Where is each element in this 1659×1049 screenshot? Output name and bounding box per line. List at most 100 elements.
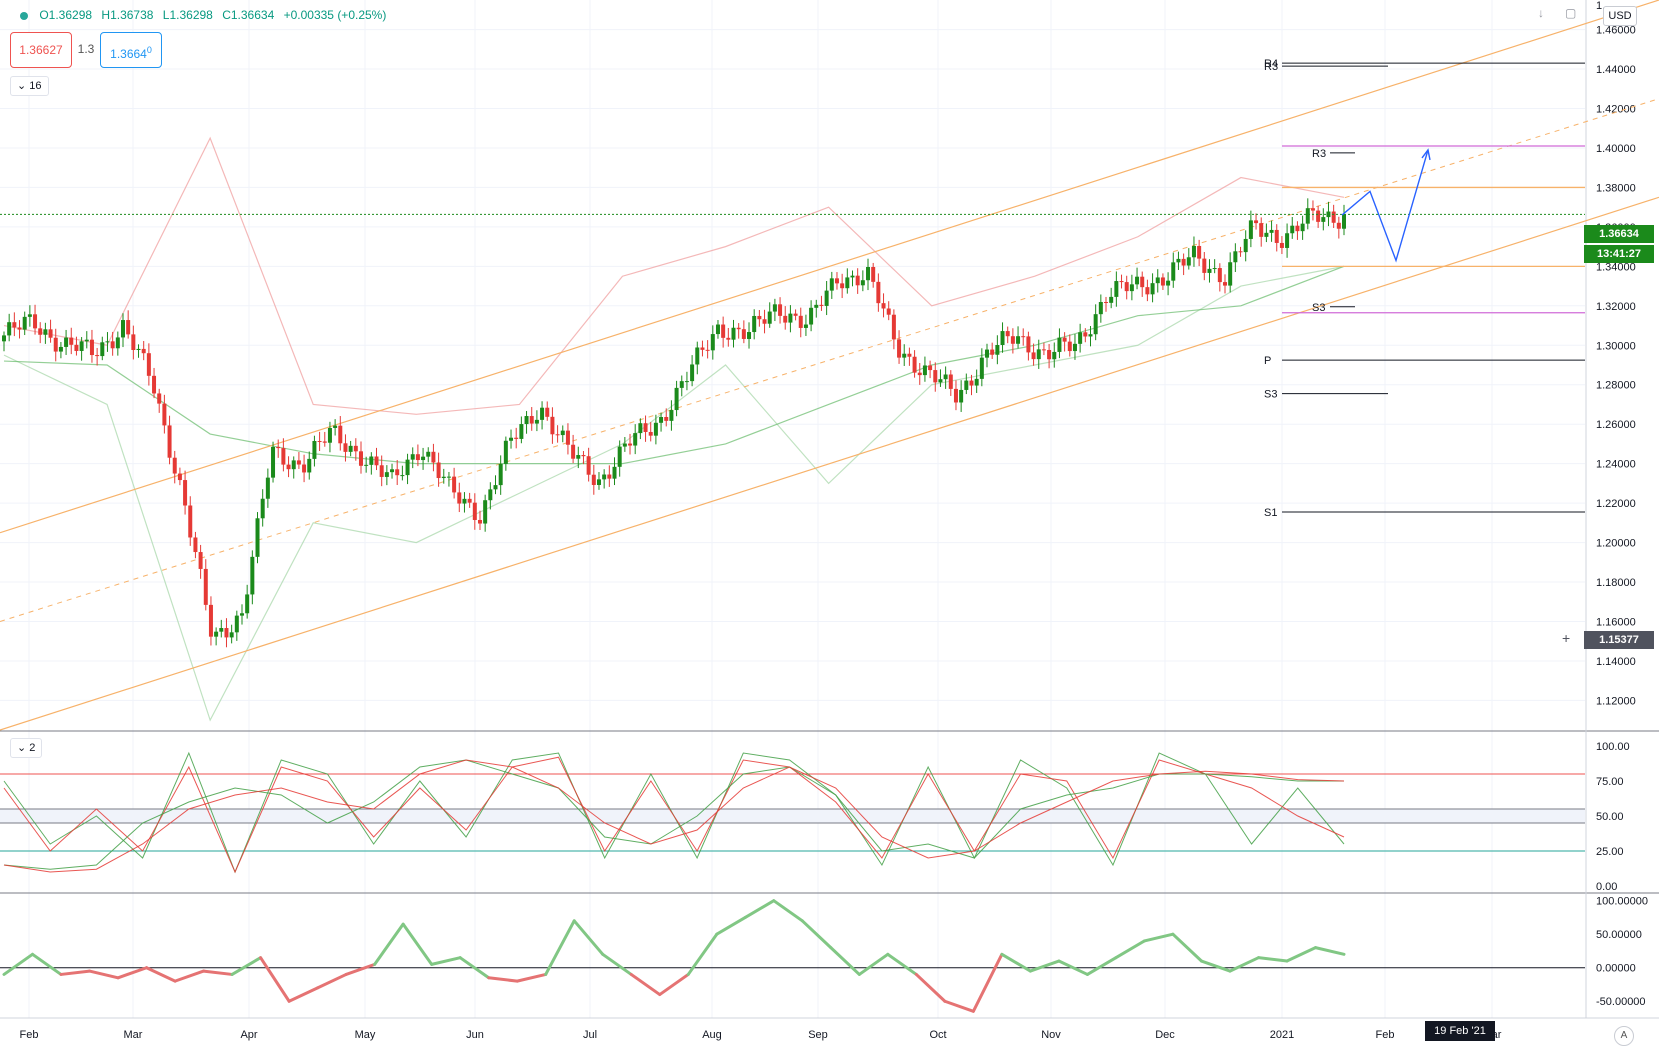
candle-body — [529, 416, 534, 424]
candle-body — [1072, 343, 1077, 352]
candle-body — [208, 604, 213, 637]
stoch-axis-tick: 100.00 — [1596, 741, 1630, 753]
candle-body — [43, 329, 48, 335]
candle-body — [296, 460, 301, 465]
low-value: L1.36298 — [162, 8, 213, 22]
candle-body — [467, 498, 472, 503]
price-axis-tick: 1.16000 — [1596, 616, 1636, 628]
candle-body — [974, 378, 979, 386]
pivot-label: R3 — [1264, 61, 1278, 73]
bollinger-upper-line — [3, 136, 1345, 415]
candle-body — [1109, 296, 1114, 303]
candle-body — [1119, 281, 1124, 283]
main-pane-collapse-button[interactable]: ⌄ 16 — [10, 76, 49, 96]
stoch-pane-collapse-button[interactable]: ⌄ 2 — [10, 738, 43, 758]
momentum-segment — [1313, 946, 1346, 956]
candle-body — [198, 552, 203, 569]
main-pane-collapse-count: 16 — [29, 80, 42, 92]
momentum-segment — [487, 976, 519, 983]
momentum-segment — [430, 956, 462, 966]
candle-body — [891, 314, 896, 340]
candle-body — [1176, 258, 1181, 263]
momentum-segment — [629, 972, 662, 997]
candle-body — [990, 349, 995, 355]
crosshair-price-label: 1.15377 — [1584, 631, 1654, 649]
time-axis-tick: Feb — [20, 1029, 39, 1041]
candle-body — [183, 480, 188, 506]
candle-body — [415, 454, 420, 461]
change-value: +0.00335 (+0.25%) — [283, 8, 387, 22]
candle-body — [1104, 302, 1109, 304]
currency-button[interactable]: USD — [1603, 6, 1637, 26]
auto-scale-button[interactable]: A — [1614, 1026, 1634, 1046]
momentum-segment — [316, 972, 348, 990]
candle-body — [840, 283, 845, 289]
price-axis-tick: 1.24000 — [1596, 459, 1636, 471]
momentum-segment — [1000, 952, 1032, 973]
candle-body — [234, 615, 239, 633]
buy-button[interactable]: 1.36640 — [100, 32, 162, 68]
price-axis-tick: 1.22000 — [1596, 498, 1636, 510]
pivot-label: P — [1264, 355, 1271, 367]
candle-body — [953, 388, 958, 403]
momentum-segment — [1142, 932, 1175, 943]
sell-button[interactable]: 1.36627 — [10, 32, 72, 68]
candle-body — [643, 423, 648, 432]
channel-upper-line — [0, 0, 1659, 534]
candle-body — [767, 311, 772, 324]
candle-body — [617, 446, 622, 467]
time-axis-tick: 2021 — [1270, 1029, 1294, 1041]
momentum-segment — [145, 966, 177, 983]
plus-icon[interactable]: + — [1562, 630, 1571, 646]
candle-body — [509, 437, 514, 441]
stoch-axis-tick: 25.00 — [1596, 846, 1624, 858]
pivot-label: R4 — [1264, 58, 1278, 70]
price-axis-tick: 1.38000 — [1596, 182, 1636, 194]
candle-body — [1223, 282, 1228, 286]
candle-body — [1217, 268, 1222, 283]
momentum-segment — [344, 962, 377, 976]
candle-body — [74, 344, 79, 351]
candle-body — [120, 320, 125, 338]
candle-body — [146, 353, 151, 376]
candle-body — [110, 341, 115, 349]
stoch-pane-collapse-count: 2 — [29, 742, 36, 754]
candle-body — [1067, 341, 1072, 352]
close-value: C1.36634 — [222, 8, 275, 22]
chevron-down-icon: ⌄ — [17, 80, 27, 92]
candle-body — [322, 441, 327, 443]
price-axis-tick: 1.40000 — [1596, 143, 1636, 155]
cursor-date-label: 19 Feb '21 — [1425, 1021, 1495, 1041]
buy-price: 1.3664 — [110, 47, 147, 61]
candle-body — [959, 389, 964, 403]
candle-body — [219, 628, 224, 632]
momentum-segment — [515, 972, 548, 983]
candle-body — [488, 489, 493, 501]
candle-body — [1342, 214, 1346, 229]
price-axis-tick: 1.26000 — [1596, 419, 1636, 431]
candle-body — [1166, 280, 1171, 286]
maximize-icon[interactable]: ▢ — [1565, 6, 1577, 20]
candle-body — [897, 339, 902, 358]
arrow-down-icon[interactable]: ↓ — [1538, 6, 1544, 20]
candle-body — [964, 380, 969, 390]
candle-body — [1052, 351, 1057, 360]
candle-body — [58, 346, 63, 352]
momentum-segment — [914, 972, 947, 1003]
price-axis-tick: 1.28000 — [1596, 380, 1636, 392]
candle-body — [1207, 268, 1212, 273]
candle-body — [1279, 242, 1284, 248]
candle-body — [855, 275, 860, 286]
candle-body — [607, 474, 612, 479]
candle-body — [902, 353, 907, 358]
high-value: H1.36738 — [101, 8, 154, 22]
candle-body — [1140, 276, 1145, 288]
candle-body — [177, 473, 182, 481]
candle-body — [1155, 277, 1160, 284]
candle-body — [100, 342, 105, 357]
candle-body — [747, 332, 752, 339]
candle-body — [1254, 220, 1259, 224]
candle-body — [938, 379, 943, 383]
candle-body — [581, 455, 586, 457]
